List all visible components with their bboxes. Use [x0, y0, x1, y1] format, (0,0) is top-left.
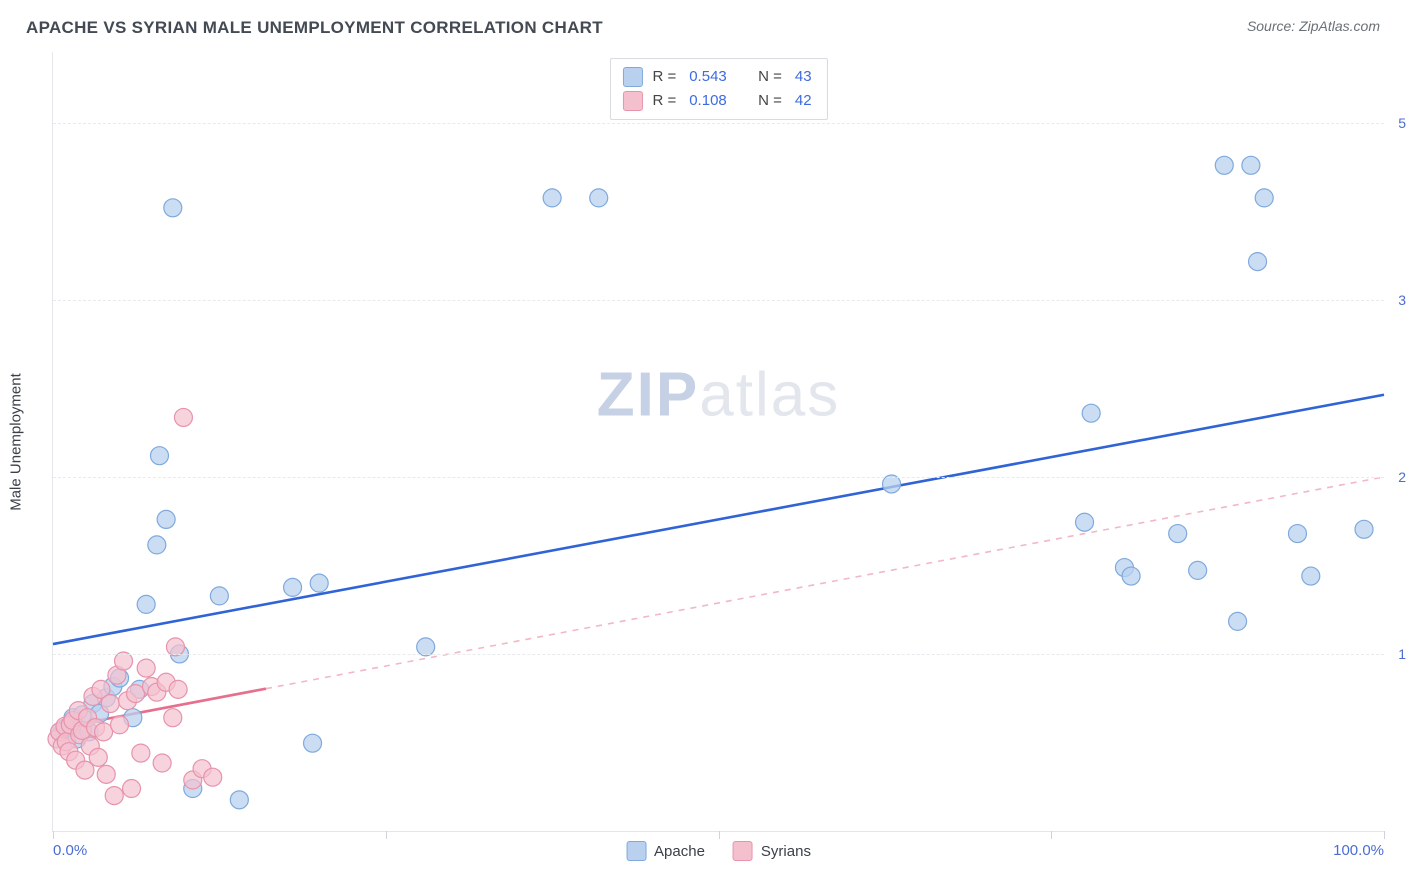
data-point — [284, 578, 302, 596]
r-value: 0.543 — [689, 65, 727, 89]
gridline — [53, 300, 1384, 301]
chart-title: APACHE VS SYRIAN MALE UNEMPLOYMENT CORRE… — [26, 18, 603, 38]
plot-area: ZIPatlas R =0.543 N =43R =0.108 N =42 0.… — [52, 52, 1384, 832]
data-point — [230, 791, 248, 809]
data-point — [101, 695, 119, 713]
y-tick-label: 50.0% — [1398, 115, 1406, 131]
legend-stat-row: R = 0.543 N = 43 — [622, 65, 814, 89]
data-point — [1076, 513, 1094, 531]
trend-line-extrapolated — [266, 477, 1384, 689]
n-value: 43 — [795, 65, 812, 89]
x-tick — [1384, 831, 1385, 839]
r-label: R = — [652, 65, 676, 89]
data-point — [1082, 404, 1100, 422]
data-point — [310, 574, 328, 592]
data-point — [1229, 612, 1247, 630]
legend-swatch — [622, 91, 642, 111]
data-point — [95, 723, 113, 741]
gridline — [53, 654, 1384, 655]
data-point — [153, 754, 171, 772]
data-point — [1249, 253, 1267, 271]
data-point — [105, 787, 123, 805]
data-point — [137, 595, 155, 613]
data-point — [164, 199, 182, 217]
x-axis-max-label: 100.0% — [1333, 842, 1384, 859]
gridline — [53, 123, 1384, 124]
data-point — [1169, 525, 1187, 543]
svg-layer — [53, 52, 1384, 831]
data-point — [150, 447, 168, 465]
legend-swatch — [626, 841, 646, 861]
legend-label: Syrians — [761, 843, 811, 860]
correlation-legend: R = 0.543 N = 43 R = 0.108 N = 42 — [609, 58, 827, 120]
legend-item: Apache — [626, 841, 705, 861]
data-point — [89, 748, 107, 766]
y-tick-label: 12.5% — [1398, 646, 1406, 662]
data-point — [123, 780, 141, 798]
n-label: N = — [758, 65, 782, 89]
r-label: R = — [652, 89, 676, 113]
plot-wrapper: ZIPatlas R =0.543 N =43R =0.108 N =42 0.… — [52, 52, 1384, 832]
data-point — [210, 587, 228, 605]
data-point — [111, 716, 129, 734]
x-axis-min-label: 0.0% — [53, 842, 87, 859]
legend-item: Syrians — [733, 841, 811, 861]
n-value: 42 — [795, 89, 812, 113]
data-point — [174, 408, 192, 426]
n-label: N = — [758, 89, 782, 113]
legend-swatch — [622, 67, 642, 87]
data-point — [304, 734, 322, 752]
data-point — [1355, 520, 1373, 538]
data-point — [148, 536, 166, 554]
legend-swatch — [733, 841, 753, 861]
r-value: 0.108 — [689, 89, 727, 113]
x-tick — [1051, 831, 1052, 839]
data-point — [137, 659, 155, 677]
data-point — [1122, 567, 1140, 585]
x-tick — [719, 831, 720, 839]
data-point — [127, 685, 145, 703]
x-tick — [386, 831, 387, 839]
data-point — [164, 709, 182, 727]
series-legend: Apache Syrians — [626, 841, 811, 861]
data-point — [543, 189, 561, 207]
source-attribution: Source: ZipAtlas.com — [1247, 18, 1380, 34]
data-point — [1242, 156, 1260, 174]
legend-label: Apache — [654, 843, 705, 860]
data-point — [1302, 567, 1320, 585]
gridline — [53, 477, 1384, 478]
data-point — [169, 680, 187, 698]
data-point — [590, 189, 608, 207]
y-tick-label: 25.0% — [1398, 469, 1406, 485]
data-point — [97, 765, 115, 783]
y-tick-label: 37.5% — [1398, 292, 1406, 308]
data-point — [1189, 561, 1207, 579]
data-point — [1255, 189, 1273, 207]
data-point — [1288, 525, 1306, 543]
data-point — [204, 768, 222, 786]
y-axis-label: Male Unemployment — [8, 373, 25, 511]
x-tick — [53, 831, 54, 839]
data-point — [132, 744, 150, 762]
legend-stat-row: R = 0.108 N = 42 — [622, 89, 814, 113]
data-point — [157, 510, 175, 528]
trend-line — [53, 395, 1384, 644]
data-point — [1215, 156, 1233, 174]
